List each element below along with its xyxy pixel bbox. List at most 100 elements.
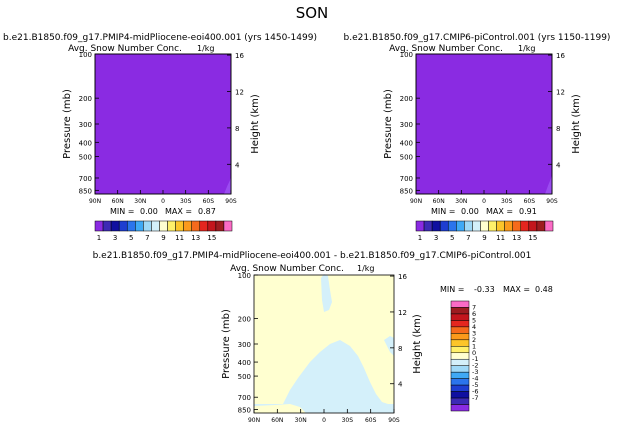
p3-ytick-label: 200 — [238, 316, 251, 324]
p3-htick-label: 16 — [398, 273, 407, 281]
p1-cbar-swatch — [102, 220, 112, 232]
p3-cbar-label: 1 — [472, 342, 476, 350]
p3-cbar-label: -2 — [472, 362, 478, 370]
p3-cbar-label: 2 — [472, 336, 476, 344]
p2-cbar-label: 9 — [482, 234, 486, 242]
p2-cbar-swatch — [512, 220, 522, 232]
p2-xtick-label: 30S — [501, 198, 513, 205]
p2-ytick-label: 500 — [400, 154, 413, 162]
p2-htick-label: 16 — [556, 52, 565, 60]
panel-1-min: 0.00 — [140, 207, 158, 216]
p3-xtick-label: 60S — [365, 417, 377, 424]
p3-cbar-swatch — [450, 365, 470, 373]
p1-cbar-swatch — [94, 220, 104, 232]
panel-2-height-label: Height (km) — [571, 94, 582, 154]
p2-ytick-label: 400 — [400, 139, 413, 147]
p1-cbar-swatch — [159, 220, 168, 232]
p3-cbar-swatch — [450, 326, 470, 334]
panel-2-field-patch — [545, 176, 552, 194]
p2-xtick-label: 30N — [455, 198, 467, 205]
panel-1-title: b.e21.B1850.f09_g17.PMIP4-midPliocene-eo… — [3, 33, 317, 43]
p2-cbar-swatch — [536, 220, 546, 232]
p1-htick-label: 8 — [235, 125, 239, 133]
p1-xtick-label: 30N — [134, 198, 146, 205]
p3-cbar-swatch — [450, 384, 470, 392]
p3-ytick-label: 850 — [238, 406, 251, 414]
p2-cbar-swatch — [472, 220, 481, 232]
p2-ytick-label: 300 — [400, 121, 413, 129]
p3-cbar-swatch — [450, 313, 470, 321]
p3-cbar-label: 3 — [472, 329, 476, 337]
panel-2-units: 1/kg — [518, 44, 536, 53]
p1-cbar-label: 7 — [145, 234, 149, 242]
season-title: SON — [296, 4, 329, 22]
p1-htick-label: 16 — [235, 52, 244, 60]
panel-1-field-patch — [224, 178, 231, 194]
panel-1-subtitle: Avg. Snow Number Conc. — [68, 44, 182, 54]
p2-xtick-label: 90S — [546, 198, 558, 205]
p1-cbar-swatch — [215, 220, 225, 232]
p1-cbar-swatch — [223, 220, 233, 232]
p3-xtick-label: 0 — [322, 417, 326, 424]
p3-cbar-label: -3 — [472, 368, 478, 376]
p3-cbar-swatch — [450, 300, 470, 308]
panel-2-ylabel: Pressure (mb) — [383, 89, 394, 159]
p3-cbar-swatch — [450, 346, 470, 354]
panel-3-min-label: MIN = — [440, 285, 465, 294]
panel-2-title: b.e21.B1850.f09_g17.CMIP6-piControl.001 … — [344, 33, 611, 43]
p2-cbar-label: 1 — [418, 234, 422, 242]
p3-cbar-label: -7 — [472, 394, 478, 402]
panel-3: b.e21.B1850.f09_g17.PMIP4-midPliocene-eo… — [93, 251, 553, 424]
p2-cbar-swatch — [544, 220, 554, 232]
p3-cbar-swatch — [450, 339, 470, 347]
p2-cbar-label: 13 — [512, 234, 521, 242]
p3-cbar-swatch — [450, 378, 470, 386]
p1-cbar-label: 15 — [207, 234, 216, 242]
p1-cbar-swatch — [118, 220, 128, 232]
p1-ytick-label: 400 — [79, 139, 92, 147]
p1-ytick-label: 200 — [79, 95, 92, 103]
panel-2-subtitle: Avg. Snow Number Conc. — [389, 44, 503, 54]
p2-cbar-swatch — [464, 220, 473, 232]
panel-3-field-pos-surface — [254, 404, 306, 413]
panel-1-height-label: Height (km) — [250, 94, 261, 154]
p3-cbar-label: 4 — [472, 323, 476, 331]
p3-ytick-label: 400 — [238, 359, 251, 367]
p1-xtick-label: 60N — [112, 198, 124, 205]
panel-2-min: 0.00 — [461, 207, 479, 216]
panel-1-max-label: MAX = — [165, 207, 192, 216]
p1-cbar-label: 1 — [97, 234, 101, 242]
panel-2: b.e21.B1850.f09_g17.CMIP6-piControl.001 … — [344, 33, 611, 242]
p3-cbar-swatch — [450, 358, 470, 366]
p2-cbar-swatch — [504, 220, 513, 232]
p3-cbar-swatch — [450, 391, 470, 399]
p3-xtick-label: 30S — [342, 417, 354, 424]
p2-cbar-label: 11 — [496, 234, 505, 242]
p1-cbar-label: 5 — [129, 234, 133, 242]
p2-ytick-label: 200 — [400, 95, 413, 103]
p1-xtick-label: 90N — [89, 198, 101, 205]
p3-ytick-label: 700 — [238, 394, 251, 402]
panel-3-field-neg-upper — [321, 274, 332, 312]
p2-cbar-swatch — [415, 220, 425, 232]
p2-cbar-label: 5 — [450, 234, 454, 242]
p3-cbar-label: 0 — [472, 349, 476, 357]
p3-xtick-label: 90N — [248, 417, 260, 424]
p1-ytick-label: 850 — [79, 187, 92, 195]
p2-htick-label: 4 — [556, 161, 561, 169]
p3-cbar-swatch — [450, 352, 470, 360]
p1-xtick-label: 0 — [161, 198, 165, 205]
p1-cbar-label: 3 — [113, 234, 117, 242]
p1-cbar-swatch — [167, 220, 176, 232]
panel-1-field — [94, 53, 232, 195]
panel-3-max: 0.48 — [535, 285, 553, 294]
p3-cbar-label: -4 — [472, 375, 478, 383]
p1-cbar-label: 13 — [191, 234, 200, 242]
panel-2-min-label: MIN = — [431, 207, 456, 216]
p1-htick-label: 12 — [235, 88, 244, 96]
p2-xtick-label: 60S — [524, 198, 536, 205]
p1-cbar-swatch — [110, 220, 120, 232]
p3-cbar-swatch — [450, 333, 470, 341]
p2-cbar-swatch — [488, 220, 497, 232]
panel-2-field — [415, 53, 553, 195]
